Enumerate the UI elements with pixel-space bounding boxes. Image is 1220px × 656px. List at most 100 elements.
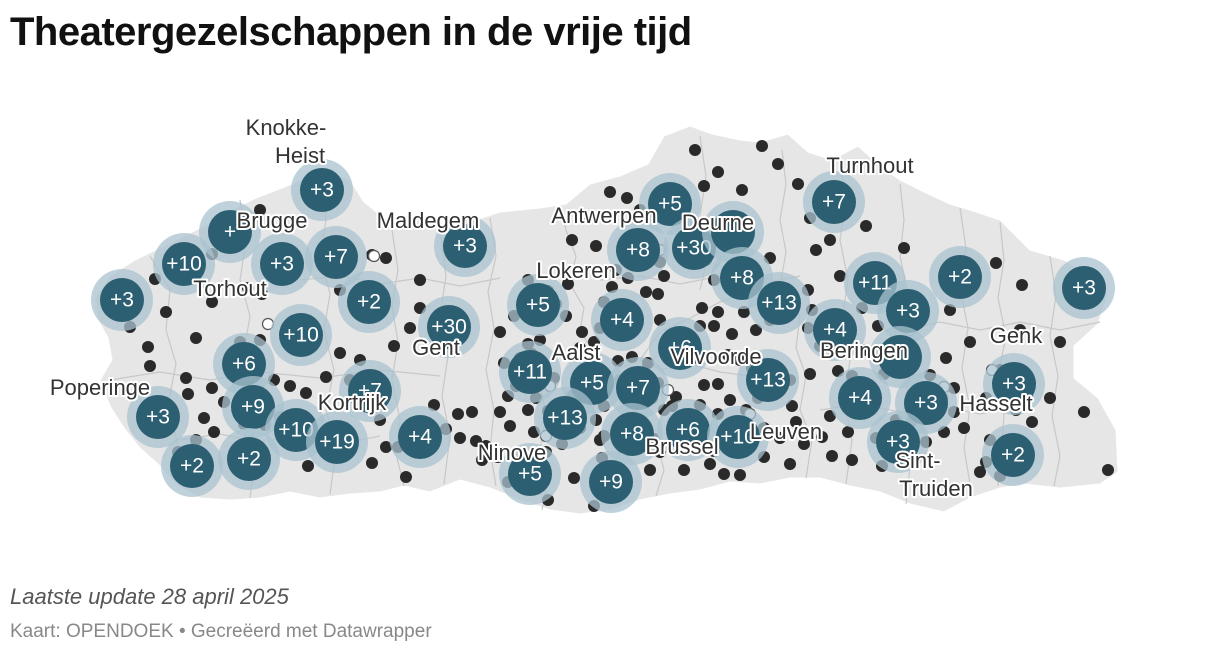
cluster-marker[interactable]: +9 — [580, 451, 642, 513]
cluster-marker[interactable]: +4 — [389, 406, 451, 468]
location-dot[interactable] — [494, 406, 506, 418]
location-dot[interactable] — [718, 468, 730, 480]
location-dot[interactable] — [254, 204, 266, 216]
location-dot[interactable] — [834, 270, 846, 282]
cluster-marker[interactable]: +10 — [270, 304, 332, 366]
location-dot[interactable] — [320, 371, 332, 383]
location-dot[interactable] — [574, 342, 586, 354]
cluster-marker[interactable]: + — [199, 201, 261, 263]
location-dot[interactable] — [860, 220, 872, 232]
location-dot[interactable] — [522, 404, 534, 416]
location-dot[interactable] — [380, 441, 392, 453]
location-dot[interactable] — [1054, 336, 1066, 348]
location-dot[interactable] — [414, 274, 426, 286]
location-dot[interactable] — [810, 244, 822, 256]
location-dot[interactable] — [696, 302, 708, 314]
cluster-marker[interactable]: +3 — [867, 411, 929, 473]
location-dot[interactable] — [974, 466, 986, 478]
location-dot[interactable] — [846, 454, 858, 466]
location-dot[interactable] — [574, 210, 586, 222]
location-dot[interactable] — [190, 332, 202, 344]
location-dot[interactable] — [452, 408, 464, 420]
cluster-marker[interactable]: +2 — [218, 428, 280, 490]
location-dot[interactable] — [604, 186, 616, 198]
location-dot[interactable] — [712, 306, 724, 318]
cluster-marker[interactable]: +5 — [499, 443, 561, 505]
location-dot[interactable] — [400, 471, 412, 483]
location-dot[interactable] — [428, 399, 440, 411]
location-dot[interactable] — [1102, 464, 1114, 476]
location-dot[interactable] — [284, 380, 296, 392]
location-dot[interactable] — [726, 328, 738, 340]
location-dot[interactable] — [466, 406, 478, 418]
location-dot[interactable] — [640, 286, 652, 298]
location-dot[interactable] — [1044, 392, 1056, 404]
cluster-marker[interactable]: +2 — [161, 435, 223, 497]
location-dot[interactable] — [756, 140, 768, 152]
location-dot[interactable] — [738, 306, 750, 318]
location-dot[interactable] — [644, 464, 656, 476]
location-dot[interactable] — [142, 341, 154, 353]
location-dot[interactable] — [842, 426, 854, 438]
location-dot[interactable] — [940, 352, 952, 364]
location-dot[interactable] — [256, 288, 268, 300]
location-dot[interactable] — [454, 432, 466, 444]
location-dot[interactable] — [208, 426, 220, 438]
cluster-marker[interactable]: +30 — [418, 296, 480, 358]
cluster-marker[interactable]: +6 — [657, 399, 719, 461]
location-dot[interactable] — [160, 306, 172, 318]
location-dot[interactable] — [180, 372, 192, 384]
location-dot[interactable] — [722, 349, 734, 361]
location-dot[interactable] — [302, 460, 314, 472]
location-dot[interactable] — [380, 252, 392, 264]
location-dot[interactable] — [658, 270, 670, 282]
cluster-marker[interactable]: +13 — [737, 349, 799, 411]
location-dot[interactable] — [588, 336, 600, 348]
location-dot[interactable] — [652, 288, 664, 300]
cluster-marker[interactable]: +3 — [291, 159, 353, 221]
location-dot[interactable] — [790, 416, 802, 428]
location-dot[interactable] — [698, 180, 710, 192]
cluster-marker[interactable]: +7 — [339, 360, 401, 422]
location-dot[interactable] — [964, 336, 976, 348]
cluster-marker[interactable]: +3 — [1053, 257, 1115, 319]
cluster-marker[interactable] — [869, 326, 931, 388]
location-dot[interactable] — [772, 158, 784, 170]
cluster-marker[interactable]: +5 — [507, 274, 569, 336]
location-dot[interactable] — [242, 282, 254, 294]
location-dot[interactable] — [958, 422, 970, 434]
location-dot[interactable] — [712, 166, 724, 178]
location-dot[interactable] — [804, 368, 816, 380]
location-dot[interactable] — [590, 240, 602, 252]
location-dot[interactable] — [898, 242, 910, 254]
location-dot[interactable] — [576, 326, 588, 338]
cluster-marker[interactable]: +13 — [534, 387, 596, 449]
cluster-marker[interactable]: +3 — [434, 215, 496, 277]
cluster-marker[interactable]: +7 — [607, 357, 669, 419]
location-dot[interactable] — [480, 440, 492, 452]
location-dot[interactable] — [198, 412, 210, 424]
cluster-marker[interactable]: +11 — [499, 341, 561, 403]
cluster-marker[interactable]: +10 — [153, 233, 215, 295]
location-dot[interactable] — [816, 431, 828, 443]
location-dot[interactable] — [798, 438, 810, 450]
location-dot[interactable] — [494, 326, 506, 338]
location-dot[interactable] — [689, 144, 701, 156]
cluster-marker[interactable]: +2 — [338, 271, 400, 333]
cluster-marker[interactable]: +3 — [877, 280, 939, 342]
location-dot[interactable] — [858, 344, 870, 356]
cluster-marker[interactable] — [702, 201, 764, 263]
cluster-marker[interactable]: +3 — [91, 269, 153, 331]
location-dot[interactable] — [784, 458, 796, 470]
location-dot[interactable] — [736, 184, 748, 196]
cluster-marker[interactable]: +3 — [127, 386, 189, 448]
location-dot[interactable] — [826, 450, 838, 462]
location-dot[interactable] — [1016, 279, 1028, 291]
cluster-marker[interactable]: +7 — [803, 171, 865, 233]
location-dot[interactable] — [566, 234, 578, 246]
location-dot[interactable] — [704, 458, 716, 470]
location-dot[interactable] — [206, 296, 218, 308]
location-dot[interactable] — [300, 387, 312, 399]
cluster-marker[interactable]: +19 — [306, 411, 368, 473]
cluster-marker[interactable]: +6 — [649, 317, 711, 379]
